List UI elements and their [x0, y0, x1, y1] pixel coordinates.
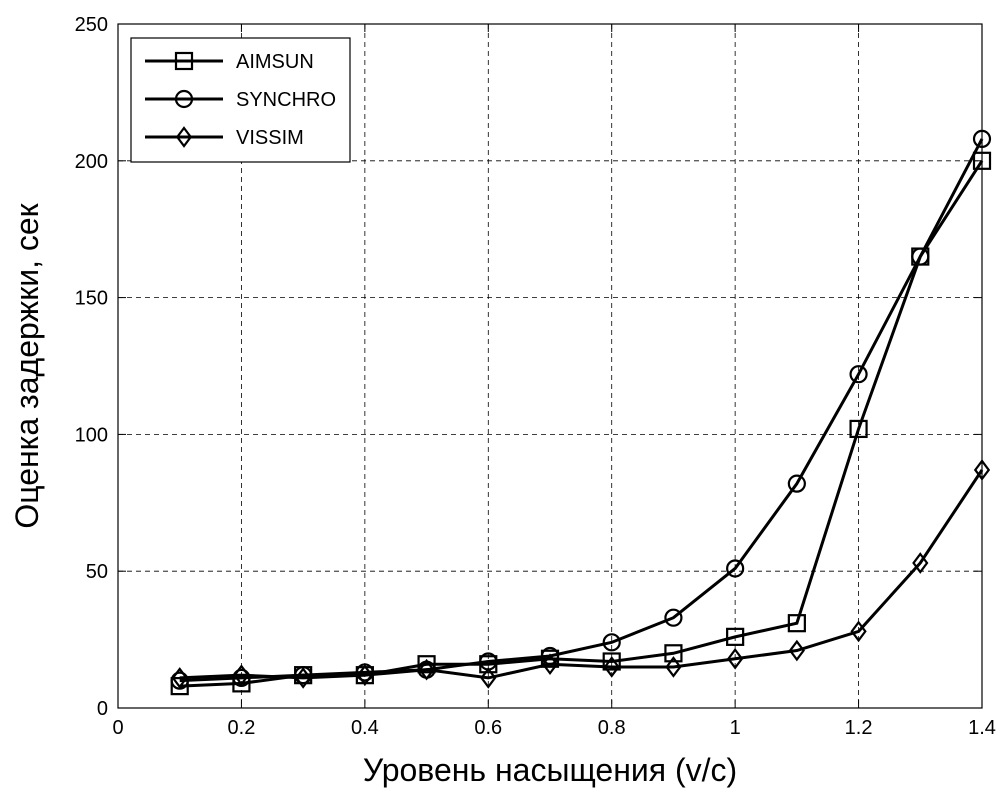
data-point-synchro: [664, 608, 683, 627]
y-tick-label: 50: [86, 561, 108, 583]
x-axis-title: Уровень насыщения (v/c): [363, 752, 737, 788]
y-tick-label: 150: [75, 288, 108, 310]
grid: [118, 24, 982, 708]
data-point-aimsun: [170, 677, 189, 696]
series-layer: [170, 129, 992, 696]
data-point-synchro: [602, 633, 621, 652]
y-tick-label: 250: [75, 14, 108, 36]
data-point-aimsun: [417, 655, 436, 674]
legend: AIMSUN SYNCHRO VISSIM: [130, 37, 351, 163]
x-tick-label: 0: [112, 717, 123, 739]
legend-entry-aimsun: AIMSUN: [145, 51, 314, 73]
data-point-aimsun: [602, 652, 621, 671]
data-point-aimsun: [787, 614, 806, 633]
data-point-aimsun: [726, 627, 745, 646]
series-line-vissim: [179, 469, 984, 680]
data-point-synchro: [911, 247, 930, 266]
y-tick-label: 100: [75, 424, 108, 446]
series-line-synchro: [179, 138, 984, 683]
x-tick-label: 0.4: [351, 717, 379, 739]
data-point-vissim: [295, 667, 312, 689]
data-point-vissim: [912, 552, 929, 574]
data-point-vissim: [480, 667, 497, 689]
data-point-vissim: [727, 647, 744, 670]
x-tick-label: 0.2: [228, 717, 256, 739]
ticks: [117, 23, 983, 709]
data-point-vissim: [356, 664, 373, 687]
data-point-vissim: [665, 656, 682, 678]
legend-marker-circle-icon: [174, 89, 194, 109]
data-point-vissim: [850, 620, 867, 643]
tick-labels: 0 0.2 0.4 0.6 0.8 1 1.2 1.4 0 50 100 150 200 250: [75, 14, 996, 739]
legend-label: VISSIM: [236, 127, 304, 149]
legend-entry-vissim: VISSIM: [145, 126, 304, 149]
x-tick-label: 0.6: [474, 717, 502, 739]
legend-label: SYNCHRO: [236, 89, 336, 111]
data-point-vissim: [541, 653, 559, 676]
data-point-vissim: [171, 667, 188, 689]
legend-marker-square-icon: [174, 51, 194, 71]
x-tick-label: 1.2: [845, 717, 873, 739]
plot-frame: [117, 23, 983, 709]
x-tick-label: 0.8: [598, 717, 626, 739]
series-vissim: [171, 459, 991, 689]
data-point-synchro: [849, 365, 868, 384]
data-point-vissim: [603, 656, 620, 678]
legend-entry-synchro: SYNCHRO: [145, 89, 336, 111]
data-point-aimsun: [849, 419, 868, 439]
data-point-aimsun: [664, 644, 683, 663]
y-tick-label: 0: [97, 698, 108, 720]
data-point-vissim: [233, 664, 250, 687]
y-axis-title: Оценка задержки, сек: [9, 202, 45, 528]
data-point-vissim: [418, 658, 435, 681]
data-point-synchro: [726, 559, 745, 578]
legend-label: AIMSUN: [236, 51, 314, 73]
data-point-vissim: [788, 639, 805, 662]
y-tick-label: 200: [75, 151, 108, 173]
x-tick-label: 1.4: [968, 717, 996, 739]
x-tick-label: 1: [730, 717, 741, 739]
data-point-synchro: [787, 474, 806, 493]
legend-marker-diamond-icon: [175, 126, 193, 148]
